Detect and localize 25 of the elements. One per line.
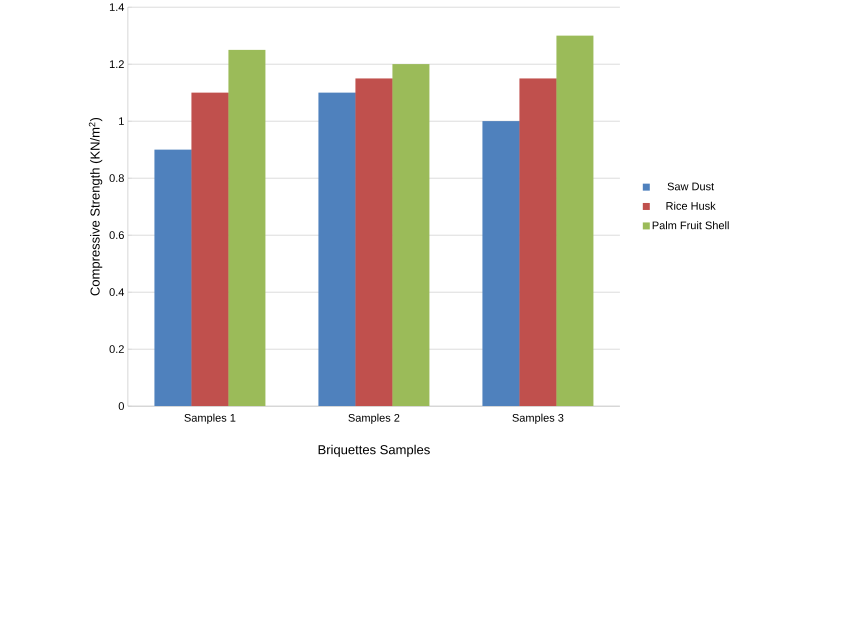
y-tick-label: 1.2 (110, 60, 124, 68)
bar (519, 78, 556, 406)
y-tick-label: 0.8 (110, 174, 124, 182)
bar (228, 50, 266, 406)
legend-label: Saw Dust (668, 182, 714, 190)
legend-label: Palm Fruit Shell (652, 221, 729, 230)
bar (191, 92, 228, 406)
bar (318, 92, 356, 406)
bar (556, 36, 594, 406)
x-tick-label: Samples 2 (348, 414, 400, 424)
bar (392, 64, 430, 406)
x-tick-label: Samples 3 (512, 414, 564, 424)
x-axis-title: Briquettes Samples (318, 444, 430, 457)
y-axis-title: Compressive Strength (KN/m$^{2}$) (88, 118, 102, 296)
x-tick-label: Samples 1 (184, 414, 236, 424)
y-tick-label: 1 (119, 117, 124, 125)
bar (355, 78, 392, 406)
legend-label: Rice Husk (666, 202, 716, 210)
bar (154, 150, 192, 406)
y-tick-label: 0 (118, 402, 124, 410)
y-tick-label: 0.2 (110, 345, 124, 353)
y-tick-label: 0.6 (110, 231, 124, 239)
y-tick-label: 0.4 (110, 288, 124, 296)
y-tick-label: 1.4 (110, 3, 124, 11)
bar (482, 121, 520, 406)
